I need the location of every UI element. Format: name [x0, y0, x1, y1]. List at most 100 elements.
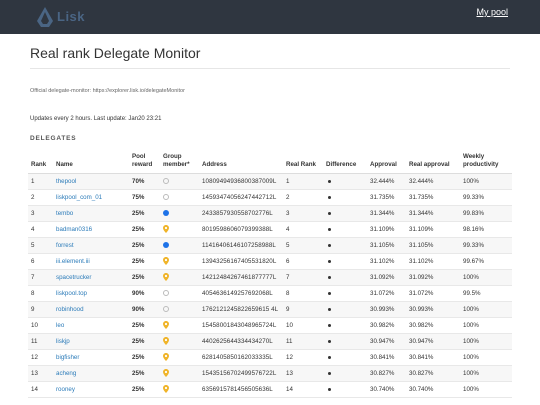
delegate-name-link[interactable]: liskjp [56, 337, 70, 345]
cell-approval: 32.444% [367, 173, 406, 190]
cell-name: bigfisher [53, 349, 129, 366]
lisk-logo[interactable]: Lisk [36, 6, 96, 28]
cell-difference [323, 221, 367, 238]
delegates-section-label: DELEGATES [30, 135, 77, 142]
cell-weekly-productivity: 100% [460, 317, 512, 334]
cell-weekly-productivity: 100% [460, 269, 512, 286]
delegate-name-link[interactable]: thepool [56, 177, 77, 185]
cell-name: acheng [53, 365, 129, 382]
cell-pool-reward: 25% [129, 349, 160, 366]
cell-pool-reward: 25% [129, 333, 160, 350]
cell-real-rank: 7 [283, 269, 323, 286]
cell-rank: 6 [28, 253, 53, 270]
col-group-member[interactable]: Group member* [160, 147, 199, 174]
cell-real-rank: 3 [283, 205, 323, 222]
my-pool-link[interactable]: My pool [476, 7, 508, 17]
cell-difference [323, 381, 367, 398]
cell-weekly-productivity: 99.83% [460, 205, 512, 222]
table-row: 7 spacetrucker 25% 14212484267461877777L 7 31… [28, 269, 512, 286]
title-divider [30, 68, 510, 69]
cell-address: 15458001843048965724L [199, 317, 283, 334]
cell-real-rank: 13 [283, 365, 323, 382]
delegate-name-link[interactable]: rooney [56, 385, 75, 393]
cell-real-approval: 31.735% [406, 189, 460, 206]
cell-address: 6281405850162033335L [199, 349, 283, 366]
cell-address: 13943256167405531820L [199, 253, 283, 270]
cell-pool-reward: 25% [129, 253, 160, 270]
cell-rank: 4 [28, 221, 53, 238]
cell-address: 11416406146107258988L [199, 237, 283, 254]
cell-weekly-productivity: 100% [460, 381, 512, 398]
cell-rank: 7 [28, 269, 53, 286]
cell-real-approval: 32.444% [406, 173, 460, 190]
cell-rank: 8 [28, 285, 53, 302]
delegate-name-link[interactable]: spacetrucker [56, 273, 92, 281]
cell-approval: 31.092% [367, 269, 406, 286]
delegate-name-link[interactable]: tembo [56, 209, 74, 217]
col-name[interactable]: Name [53, 147, 129, 174]
delegate-name-link[interactable]: robinhood [56, 305, 84, 313]
col-pool-reward[interactable]: Pool reward [129, 147, 160, 174]
map-pin-icon [163, 273, 169, 281]
cell-pool-reward: 25% [129, 365, 160, 382]
page-title: Real rank Delegate Monitor [30, 45, 201, 61]
delegate-name-link[interactable]: forrest [56, 241, 74, 249]
col-weekly-productivity[interactable]: Weekly productivity [460, 147, 512, 174]
cell-approval: 31.102% [367, 253, 406, 270]
col-difference[interactable]: Difference [323, 147, 367, 174]
cell-approval: 30.993% [367, 301, 406, 318]
cell-rank: 10 [28, 317, 53, 334]
cell-real-rank: 12 [283, 349, 323, 366]
top-navbar: Lisk My pool [0, 0, 540, 34]
map-pin-icon [163, 353, 169, 361]
cell-rank: 3 [28, 205, 53, 222]
delegate-name-link[interactable]: leo [56, 321, 65, 329]
col-approval[interactable]: Approval [367, 147, 406, 174]
cell-address: 4402625644334434270L [199, 333, 283, 350]
blue-dot-icon [163, 241, 169, 248]
lisk-logo-icon [37, 7, 53, 27]
cell-real-approval: 31.344% [406, 205, 460, 222]
cell-rank: 11 [28, 333, 53, 350]
dot-icon [328, 179, 331, 183]
delegate-name-link[interactable]: badman0316 [56, 225, 93, 233]
delegate-name-link[interactable]: acheng [56, 369, 77, 377]
cell-difference [323, 301, 367, 318]
cell-address: 4054636149257692068L [199, 285, 283, 302]
cell-name: liskpool.top [53, 285, 129, 302]
dot-icon [328, 387, 331, 391]
cell-pool-reward: 70% [129, 173, 160, 190]
cell-group-member [160, 333, 199, 350]
delegate-name-link[interactable]: liskpool_com_01 [56, 193, 103, 201]
cell-name: spacetrucker [53, 269, 129, 286]
cell-address: 14212484267461877777L [199, 269, 283, 286]
table-row: 12 bigfisher 25% 6281405850162033335L 12 30.8… [28, 349, 512, 366]
cell-real-approval: 31.092% [406, 269, 460, 286]
cell-real-approval: 31.102% [406, 253, 460, 270]
delegate-name-link[interactable]: bigfisher [56, 353, 80, 361]
col-rank[interactable]: Rank [28, 147, 53, 174]
cell-approval: 31.105% [367, 237, 406, 254]
cell-real-rank: 2 [283, 189, 323, 206]
cell-pool-reward: 25% [129, 381, 160, 398]
table-row: 2 liskpool_com_01 75% 14593474056247442712L… [28, 189, 512, 206]
cell-name: tembo [53, 205, 129, 222]
cell-weekly-productivity: 99.67% [460, 253, 512, 270]
cell-group-member [160, 237, 199, 254]
cell-group-member [160, 205, 199, 222]
cell-address: 1762121245822659615 4L [199, 301, 283, 318]
col-address[interactable]: Address [199, 147, 283, 174]
col-real-approval[interactable]: Real approval [406, 147, 460, 174]
cell-rank: 2 [28, 189, 53, 206]
cell-real-approval: 30.827% [406, 365, 460, 382]
cell-approval: 30.947% [367, 333, 406, 350]
delegate-name-link[interactable]: iii.element.iii [56, 257, 90, 265]
table-row: 9 robinhood 90% 1762121245822659615 4L 9 30.9… [28, 301, 512, 318]
delegate-name-link[interactable]: liskpool.top [56, 289, 87, 297]
cell-weekly-productivity: 100% [460, 365, 512, 382]
col-real-rank[interactable]: Real Rank [283, 147, 323, 174]
cell-difference [323, 349, 367, 366]
cell-approval: 30.827% [367, 365, 406, 382]
cell-address: 8019598606079399388L [199, 221, 283, 238]
cell-approval: 31.735% [367, 189, 406, 206]
